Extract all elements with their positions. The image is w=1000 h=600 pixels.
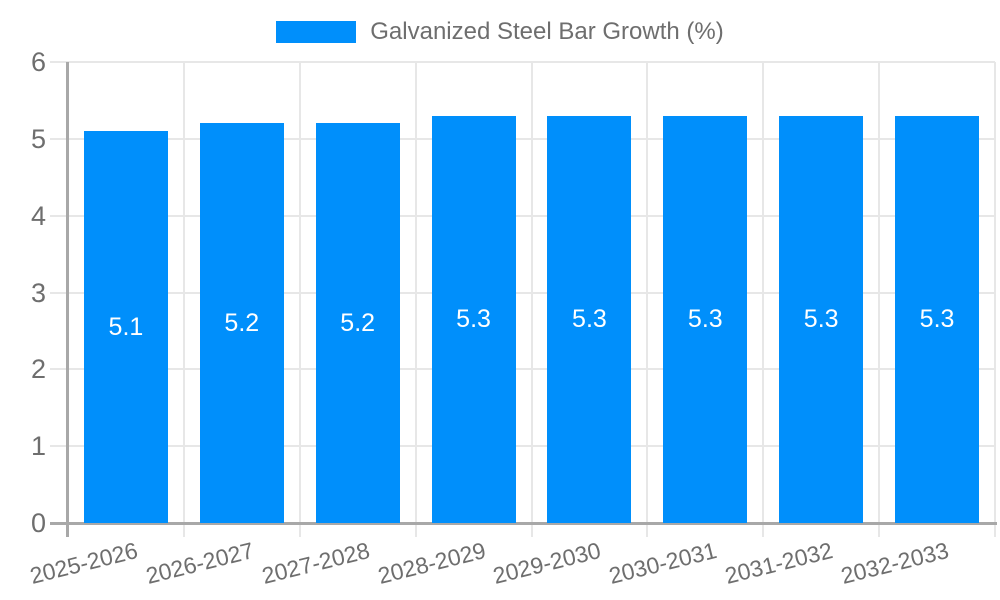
y-axis-tick	[50, 368, 68, 371]
bar-value-label: 5.1	[108, 313, 144, 342]
y-axis-tick	[50, 61, 68, 63]
vertical-gridline	[878, 62, 881, 523]
bar-value-label: 5.3	[803, 305, 839, 334]
x-axis-tick	[414, 523, 417, 537]
x-axis-label-2027-2028: 2027-2028	[258, 537, 372, 589]
y-axis-tick	[50, 445, 68, 448]
bar-value-label: 5.3	[572, 305, 607, 334]
x-axis-label-2030-2031: 2030-2031	[606, 537, 720, 589]
y-axis-tick	[50, 214, 68, 217]
bar-value-label: 5.3	[687, 305, 723, 334]
legend-swatch	[276, 21, 357, 43]
bar-value-label: 5.3	[456, 305, 491, 334]
y-axis-tick-label: 2	[30, 354, 46, 385]
bar-2026-2027[interactable]	[199, 123, 284, 523]
x-axis-tick	[646, 523, 649, 537]
x-axis-line	[50, 522, 997, 525]
y-axis-tick-label: 5	[30, 123, 46, 154]
vertical-gridline	[646, 62, 649, 523]
x-axis-label-2032-2033: 2032-2033	[838, 537, 952, 589]
chart-legend: Galvanized Steel Bar Growth (%)	[0, 16, 1000, 48]
y-axis-tick-label: 4	[30, 200, 46, 231]
legend-label: Galvanized Steel Bar Growth (%)	[370, 18, 724, 45]
bar-2029-2030[interactable]	[547, 115, 632, 523]
bar-2028-2029[interactable]	[431, 115, 516, 523]
bar-value-label: 5.2	[224, 309, 260, 338]
vertical-gridline	[762, 62, 765, 523]
y-axis-tick-label: 1	[30, 431, 46, 462]
y-axis-tick	[50, 137, 68, 140]
bar-2025-2026[interactable]	[83, 131, 168, 523]
x-axis-tick	[182, 523, 185, 537]
x-axis-label-2026-2027: 2026-2027	[143, 537, 257, 589]
y-axis-tick-label: 3	[30, 277, 46, 308]
vertical-gridline	[530, 62, 533, 523]
x-axis-tick	[878, 523, 881, 537]
vertical-gridline	[414, 62, 417, 523]
x-axis-label-2025-2026: 2025-2026	[27, 537, 141, 589]
vertical-gridline	[298, 62, 301, 523]
bar-2032-2033[interactable]	[895, 115, 980, 523]
x-axis-label-2031-2032: 2031-2032	[722, 537, 836, 589]
x-axis-tick	[530, 523, 533, 537]
bar-2027-2028[interactable]	[315, 123, 400, 523]
x-axis-label-2029-2030: 2029-2030	[490, 537, 604, 589]
vertical-gridline	[994, 62, 996, 523]
bar-2030-2031[interactable]	[663, 115, 748, 523]
y-axis-tick	[50, 291, 68, 294]
y-axis-tick-label: 0	[30, 508, 46, 538]
x-axis-tick	[762, 523, 765, 537]
y-axis-tick-label: 6	[30, 47, 46, 77]
bar-value-label: 5.3	[919, 305, 955, 334]
bar-2031-2032[interactable]	[779, 115, 864, 523]
bar-value-label: 5.2	[340, 309, 376, 338]
x-axis-tick	[298, 523, 301, 537]
vertical-gridline	[182, 62, 185, 523]
legend-item-galvanized-steel[interactable]: Galvanized Steel Bar Growth (%)	[276, 16, 724, 48]
x-axis-label-2028-2029: 2028-2029	[374, 537, 488, 589]
y-axis-line	[66, 62, 69, 537]
x-axis-tick	[994, 523, 996, 537]
